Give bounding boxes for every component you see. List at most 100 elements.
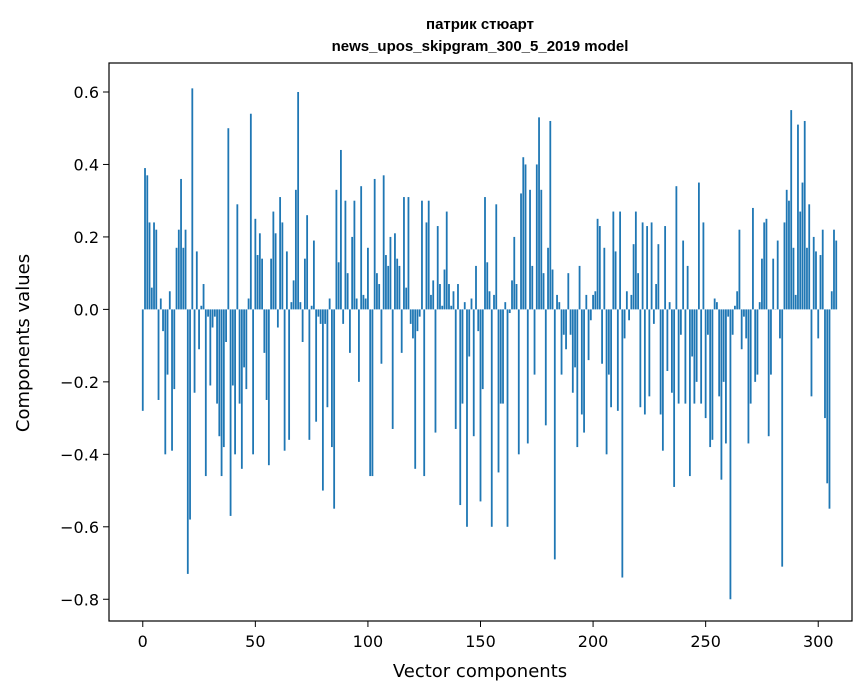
bar — [417, 309, 419, 331]
bar — [277, 309, 279, 327]
bar — [621, 309, 623, 577]
bar — [700, 309, 702, 403]
bar — [588, 309, 590, 360]
bar — [234, 309, 236, 454]
bar — [453, 291, 455, 309]
bar — [705, 309, 707, 418]
bar — [493, 295, 495, 309]
bar — [835, 241, 837, 310]
bar — [239, 309, 241, 403]
bar — [475, 266, 477, 309]
bar — [441, 306, 443, 310]
bar — [817, 309, 819, 338]
bar — [522, 157, 524, 309]
bar — [610, 309, 612, 407]
bar — [448, 284, 450, 309]
bar — [648, 309, 650, 396]
bar — [232, 309, 234, 385]
bar — [320, 309, 322, 323]
bar — [144, 168, 146, 309]
bar — [435, 309, 437, 432]
bar — [772, 259, 774, 310]
bar — [718, 309, 720, 396]
bar — [721, 309, 723, 479]
bar — [403, 197, 405, 309]
bar — [482, 309, 484, 389]
bar — [297, 92, 299, 309]
bar — [829, 309, 831, 508]
bar — [547, 248, 549, 310]
bar — [527, 309, 529, 443]
bar — [191, 88, 193, 309]
bar — [153, 222, 155, 309]
bar — [241, 309, 243, 468]
bar — [302, 309, 304, 342]
bar — [376, 273, 378, 309]
bar — [459, 309, 461, 505]
bar — [534, 309, 536, 374]
bar — [214, 309, 216, 316]
bar — [419, 309, 421, 316]
bar — [358, 309, 360, 381]
bar — [619, 212, 621, 310]
y-tick-label: 0.6 — [74, 83, 99, 102]
bar — [477, 309, 479, 331]
bar — [761, 259, 763, 310]
x-tick-label: 50 — [245, 632, 265, 651]
bar — [308, 309, 310, 439]
bar — [394, 233, 396, 309]
bar — [383, 175, 385, 309]
bar — [146, 175, 148, 309]
bar — [684, 309, 686, 403]
bars-group — [142, 88, 837, 599]
bar — [804, 121, 806, 309]
bar — [716, 302, 718, 309]
y-tick-label: −0.8 — [60, 590, 99, 609]
bar — [513, 237, 515, 309]
bar — [263, 309, 265, 352]
bar — [288, 309, 290, 439]
bar — [261, 259, 263, 310]
bar — [691, 309, 693, 356]
bar — [608, 309, 610, 374]
bar — [385, 255, 387, 309]
bar — [669, 302, 671, 309]
bar — [745, 309, 747, 338]
bar — [354, 201, 356, 310]
bar — [820, 255, 822, 309]
bar — [635, 212, 637, 310]
bar — [612, 212, 614, 310]
bar — [653, 309, 655, 323]
bar — [520, 193, 522, 309]
bar — [338, 262, 340, 309]
bar — [462, 309, 464, 403]
bar — [378, 284, 380, 309]
bar — [439, 284, 441, 309]
bar — [799, 212, 801, 310]
bar — [491, 309, 493, 526]
bar — [212, 309, 214, 327]
bar — [815, 251, 817, 309]
bar — [471, 299, 473, 310]
bar — [626, 291, 628, 309]
bar — [808, 204, 810, 309]
bar — [155, 230, 157, 310]
bar — [833, 230, 835, 310]
bar — [405, 288, 407, 310]
bar — [565, 309, 567, 349]
bar — [558, 302, 560, 309]
bar — [806, 248, 808, 310]
bar — [176, 248, 178, 310]
bar — [811, 309, 813, 396]
bar — [687, 266, 689, 309]
bar — [299, 302, 301, 309]
bar — [209, 309, 211, 385]
bar — [662, 309, 664, 450]
bar — [455, 309, 457, 429]
bar — [266, 309, 268, 400]
bar — [741, 309, 743, 349]
bar — [570, 309, 572, 334]
bar — [426, 222, 428, 309]
